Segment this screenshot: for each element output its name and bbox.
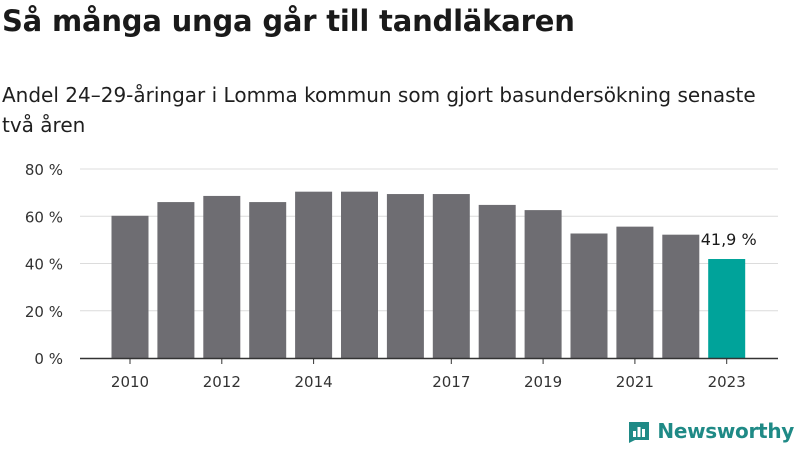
x-tick-label: 2021 xyxy=(616,373,654,391)
y-tick-label: 20 % xyxy=(25,303,63,321)
bar-chart: 0 % 20 % 40 % 60 % 80 % 2010 2012 2014 2017 2019… xyxy=(25,161,778,391)
bar-2012 xyxy=(203,195,241,358)
bar-2014 xyxy=(295,191,333,358)
y-tick-label: 40 % xyxy=(25,256,63,274)
bar-2022 xyxy=(662,234,700,358)
chart-title: Så många unga går till tandläkaren xyxy=(2,4,575,38)
y-tick-label: 0 % xyxy=(34,350,63,368)
bar-2018 xyxy=(478,204,516,358)
brand-name: Newsworthy xyxy=(657,419,794,443)
bar-2010 xyxy=(111,215,149,358)
y-axis-tick-labels: 0 % 20 % 40 % 60 % 80 % xyxy=(25,161,63,368)
x-tick-label: 2014 xyxy=(295,373,333,391)
bar-2016 xyxy=(386,194,424,358)
bar-2011 xyxy=(157,202,195,358)
bar-2013 xyxy=(249,202,287,358)
x-tick-label: 2023 xyxy=(708,373,746,391)
bar-2020 xyxy=(570,233,608,358)
bar-2023 xyxy=(708,259,746,358)
y-tick-label: 80 % xyxy=(25,161,63,179)
bar-2019 xyxy=(524,210,562,358)
newsworthy-logo-icon xyxy=(629,422,650,443)
bars xyxy=(111,191,746,358)
x-tick-label: 2019 xyxy=(524,373,562,391)
x-tick-label: 2012 xyxy=(203,373,241,391)
x-tick-label: 2017 xyxy=(432,373,470,391)
data-labels: 41,9 % xyxy=(701,230,757,249)
x-tick-label: 2010 xyxy=(111,373,149,391)
bar-2015 xyxy=(341,191,378,358)
grid-lines xyxy=(80,168,778,312)
x-axis-tick-labels: 2010 2012 2014 2017 2019 2021 2023 xyxy=(111,358,746,391)
brand-logo: Newsworthy xyxy=(627,419,794,443)
bar-2021 xyxy=(616,226,654,358)
data-label-2023: 41,9 % xyxy=(701,230,757,249)
y-tick-label: 60 % xyxy=(25,208,63,226)
bar-2017 xyxy=(432,194,470,358)
chart-subtitle: Andel 24–29-åringar i Lomma kommun som g… xyxy=(2,83,756,137)
